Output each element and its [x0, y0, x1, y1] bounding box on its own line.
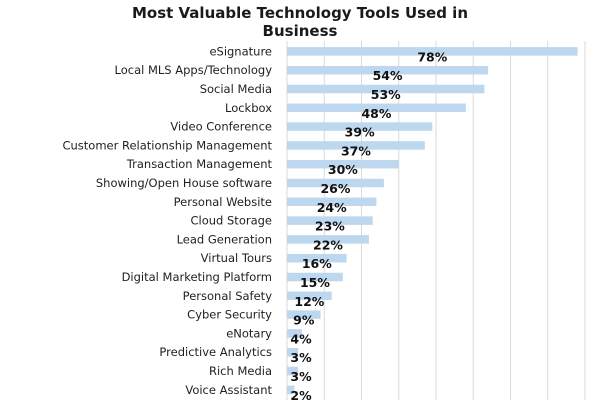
- value-label: 37%: [341, 143, 371, 158]
- bar: [287, 235, 369, 244]
- value-label: 54%: [373, 68, 403, 83]
- bars: [287, 47, 578, 395]
- value-label: 30%: [328, 162, 358, 177]
- category-label: Personal Website: [174, 195, 272, 209]
- bar: [287, 272, 343, 282]
- chart-title-line-1: Most Valuable Technology Tools Used in: [131, 4, 469, 22]
- bar: [287, 141, 425, 150]
- bar: [287, 122, 433, 131]
- value-label: 48%: [361, 106, 391, 121]
- bar: [287, 366, 299, 376]
- category-label: eNotary: [226, 326, 272, 340]
- category-label: Local MLS Apps/Technology: [115, 63, 273, 77]
- bar: [287, 159, 399, 169]
- value-label: 2%: [290, 388, 312, 400]
- value-label: 3%: [290, 350, 312, 365]
- category-label: Lead Generation: [177, 232, 272, 246]
- gridlines: [286, 41, 586, 400]
- value-label: 16%: [302, 256, 332, 271]
- category-label: Customer Relationship Management: [62, 138, 272, 152]
- category-label: Transaction Management: [126, 157, 273, 171]
- value-label: 23%: [315, 219, 345, 234]
- bar: [287, 47, 578, 56]
- bar: [287, 197, 377, 207]
- category-label: Predictive Analytics: [159, 345, 272, 359]
- value-label: 3%: [290, 369, 312, 384]
- value-label: 9%: [293, 313, 315, 328]
- bar: [287, 216, 373, 225]
- bar: [287, 253, 347, 263]
- chart-title-line-2: Business: [262, 22, 338, 40]
- bar: [287, 84, 485, 94]
- category-label: Digital Marketing Platform: [122, 270, 272, 284]
- category-label: Cyber Security: [187, 308, 272, 322]
- category-labels: eSignature Local MLS Apps/Technology Socia…: [62, 44, 272, 396]
- value-label: 53%: [371, 87, 401, 102]
- category-label: Voice Assistant: [185, 383, 272, 397]
- category-label: eSignature: [209, 44, 272, 58]
- value-labels: 78% 54% 53% 48% 39% 37% 30% 26% 24% 23% 22% 16% 15% 1…: [290, 49, 447, 400]
- category-label: Video Conference: [170, 120, 272, 134]
- category-label: Virtual Tours: [201, 251, 272, 265]
- bar: [287, 178, 384, 188]
- value-label: 22%: [313, 237, 343, 252]
- value-label: 26%: [320, 181, 350, 196]
- bar: [287, 65, 489, 75]
- category-label: Lockbox: [225, 101, 272, 115]
- category-label: Cloud Storage: [191, 214, 273, 228]
- value-label: 39%: [345, 125, 375, 140]
- chart-title: Most Valuable Technology Tools Used in B…: [0, 4, 600, 40]
- category-label: Personal Safety: [183, 289, 273, 303]
- bar: [287, 103, 466, 113]
- value-label: 4%: [290, 331, 312, 346]
- bar: [287, 385, 295, 395]
- value-label: 24%: [317, 200, 347, 215]
- category-label: Rich Media: [209, 364, 272, 378]
- bar: [287, 291, 332, 301]
- value-label: 12%: [294, 294, 324, 309]
- value-label: 78%: [417, 49, 447, 64]
- category-label: Showing/Open House software: [96, 176, 272, 190]
- bar: [287, 329, 302, 338]
- value-label: 15%: [300, 275, 330, 290]
- bar: [287, 347, 299, 357]
- bar: [287, 310, 321, 319]
- category-label: Social Media: [200, 82, 272, 96]
